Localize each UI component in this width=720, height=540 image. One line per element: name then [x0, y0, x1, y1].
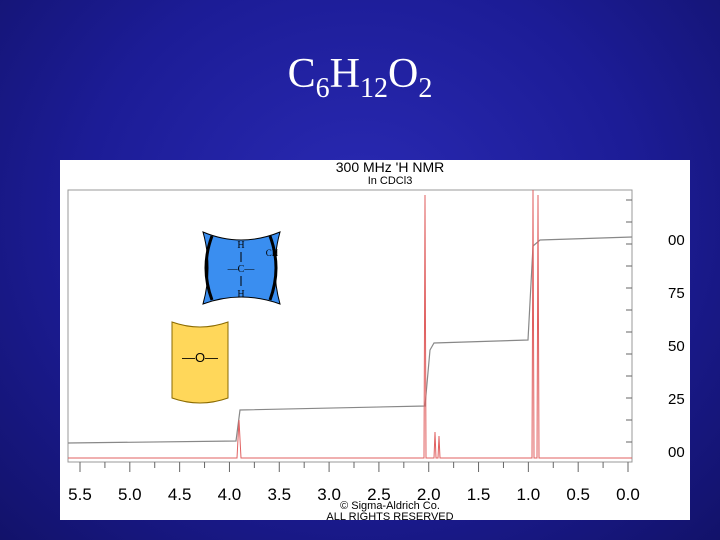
formula-title: C6H12O2: [0, 50, 720, 105]
integral-label: 25: [668, 391, 685, 408]
x-label: 4.5: [168, 485, 192, 504]
atom-ch: CH: [266, 248, 279, 258]
x-label: 4.0: [218, 485, 242, 504]
atom-o: —O—: [182, 350, 218, 365]
spectrum-panel: [60, 160, 690, 520]
integral-label: 00: [668, 232, 685, 249]
spectrum-solvent: In CDCl3: [368, 175, 413, 187]
copyright: © Sigma-Aldrich Co.: [340, 500, 440, 512]
x-axis-labels: 5.5 5.0 4.5 4.0 3.5 3.0 2.5 2.0 1.5 1.0 0.5 0.0: [68, 485, 640, 504]
spectrum-trace: [68, 189, 632, 459]
integral-curve: [67, 236, 633, 444]
integral-label: 50: [668, 338, 685, 355]
x-label: 0.0: [616, 485, 640, 504]
tick-marks: [79, 199, 632, 472]
x-label: 3.5: [267, 485, 291, 504]
x-label: 1.5: [467, 485, 491, 504]
x-label: 5.5: [68, 485, 92, 504]
plot-frame: [67, 189, 633, 463]
x-label: 2.0: [417, 485, 441, 504]
atom-h: H: [237, 289, 244, 300]
subscript: 2: [418, 73, 433, 104]
x-label: 5.0: [118, 485, 142, 504]
x-label: 2.5: [367, 485, 391, 504]
element: O: [388, 51, 419, 97]
x-label: 3.0: [317, 485, 341, 504]
oxygen-fragment: [171, 321, 229, 404]
atom-h: H: [237, 240, 244, 251]
x-label: 1.0: [517, 485, 541, 504]
spectrum-header: 300 MHz 'H NMR: [336, 159, 444, 175]
subscript: 6: [315, 73, 330, 104]
x-label: 0.5: [566, 485, 590, 504]
integral-label: 00: [668, 444, 685, 461]
element: H: [329, 51, 360, 97]
integral-label: 75: [668, 285, 685, 302]
element: C: [287, 51, 316, 97]
integral-labels: 00 75 50 25 00: [668, 232, 685, 461]
atom-c: —C—: [227, 264, 256, 275]
fragment-bonds: [204, 235, 278, 301]
rights: ALL RIGHTS RESERVED: [326, 511, 453, 523]
subscript: 12: [360, 73, 388, 104]
